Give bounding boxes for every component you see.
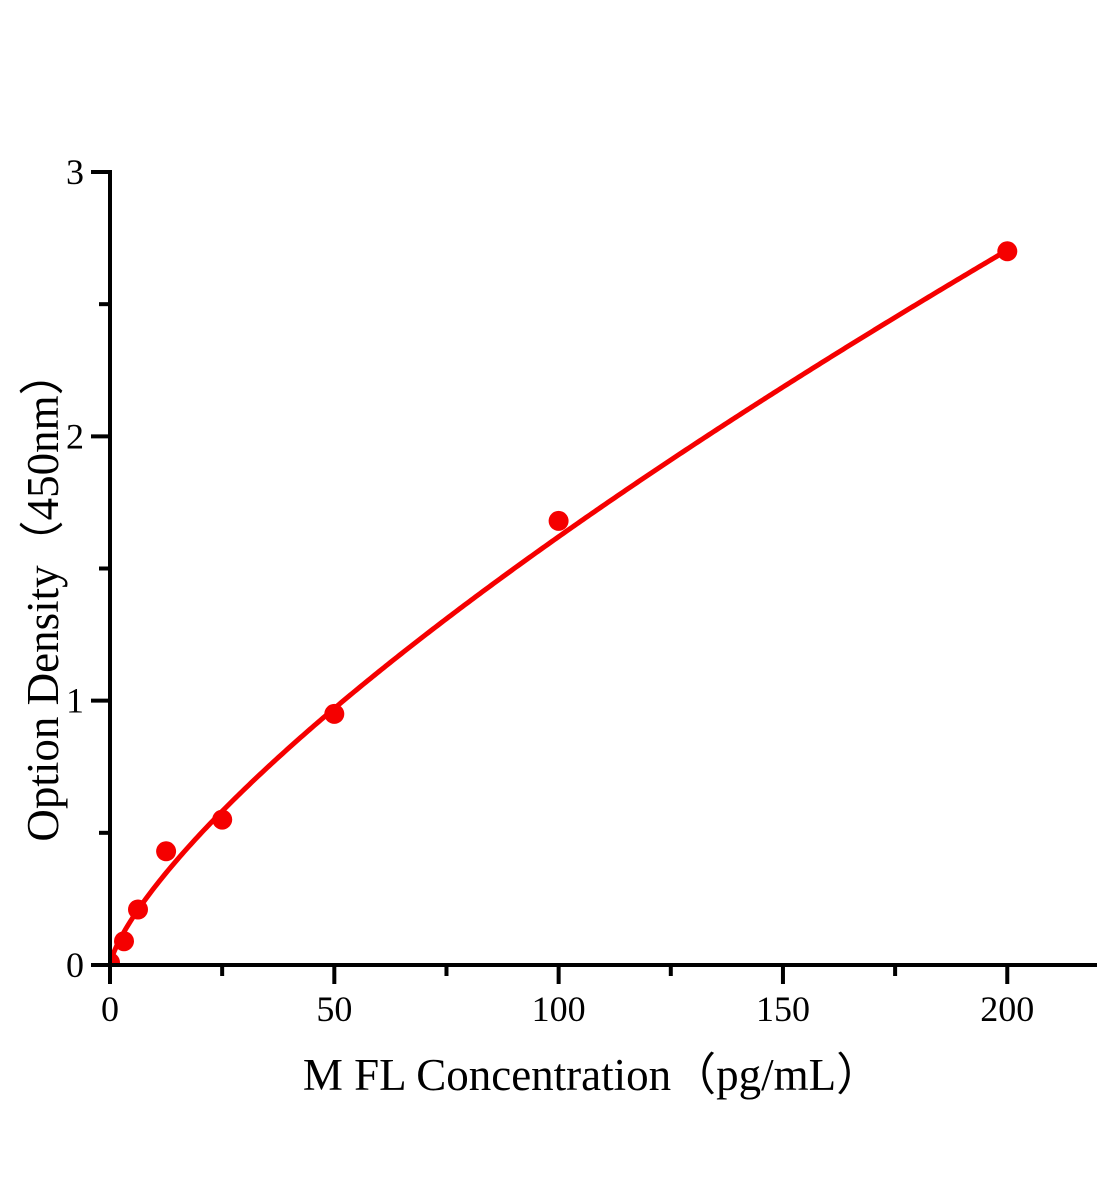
x-tick-label: 0 — [101, 989, 119, 1029]
fit-curve — [108, 247, 1010, 967]
data-point — [548, 510, 569, 531]
x-tick-label: 50 — [316, 989, 352, 1029]
data-layer — [108, 241, 1018, 967]
x-tick-label: 150 — [756, 989, 810, 1029]
data-point — [997, 241, 1018, 262]
data-point — [114, 931, 134, 952]
y-tick-label: 3 — [66, 152, 84, 192]
axes-layer: 0 50 100 150 200 0 1 2 3 — [66, 152, 1097, 1029]
x-axis-title: M FL Concentration（pg/mL） — [303, 1050, 881, 1100]
data-point — [212, 809, 233, 830]
y-tick-label: 2 — [66, 416, 84, 456]
y-axis-title: Option Density（450nm） — [18, 350, 68, 841]
y-tick-label: 1 — [66, 681, 84, 721]
data-point — [324, 703, 345, 724]
data-point — [156, 841, 177, 862]
y-tick-label: 0 — [66, 945, 84, 985]
x-tick-label: 100 — [532, 989, 586, 1029]
data-point — [128, 899, 148, 920]
x-tick-label: 200 — [980, 989, 1034, 1029]
